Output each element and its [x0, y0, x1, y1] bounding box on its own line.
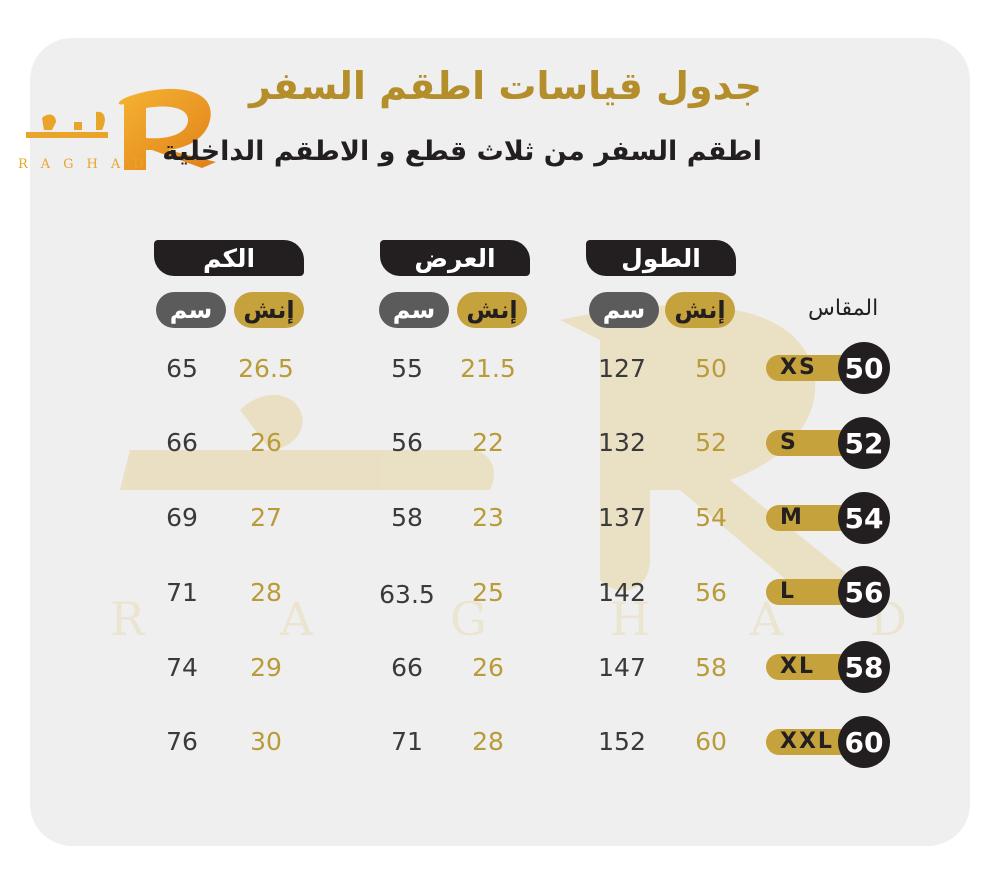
sleeve-cm: 69 — [166, 503, 198, 532]
column-header-width: العرض — [380, 240, 530, 276]
length-inch: 56 — [695, 578, 727, 607]
logo-wordmark: RAGHAD — [18, 157, 157, 172]
column-header-sleeve: الكم — [154, 240, 304, 276]
sleeve-inch: 29 — [250, 653, 282, 682]
length-inch: 50 — [695, 354, 727, 383]
length-cm: 152 — [598, 727, 646, 756]
sleeve-inch: 28 — [250, 578, 282, 607]
unit-cm-length: سم — [589, 292, 659, 328]
width-cm: 71 — [391, 727, 423, 756]
size-column-header: المقاس — [808, 296, 879, 321]
sleeve-inch: 26.5 — [238, 354, 294, 383]
width-cm: 63.5 — [379, 580, 435, 609]
length-cm: 137 — [598, 503, 646, 532]
size-number: 52 — [838, 417, 890, 469]
width-inch: 22 — [472, 428, 504, 457]
width-inch: 25 — [472, 578, 504, 607]
length-inch: 52 — [695, 428, 727, 457]
length-inch: 58 — [695, 653, 727, 682]
width-inch: 28 — [472, 727, 504, 756]
width-cm: 55 — [391, 354, 423, 383]
size-number: 60 — [838, 716, 890, 768]
width-cm: 66 — [391, 653, 423, 682]
unit-cm-sleeve: سم — [156, 292, 226, 328]
size-number: 56 — [838, 566, 890, 618]
width-inch: 23 — [472, 503, 504, 532]
sleeve-inch: 30 — [250, 727, 282, 756]
page-title: جدول قياسات اطقم السفر — [248, 64, 762, 108]
width-inch: 26 — [472, 653, 504, 682]
size-number: 54 — [838, 492, 890, 544]
length-inch: 54 — [695, 503, 727, 532]
sleeve-cm: 66 — [166, 428, 198, 457]
sleeve-cm: 74 — [166, 653, 198, 682]
size-number: 58 — [838, 641, 890, 693]
sleeve-inch: 26 — [250, 428, 282, 457]
unit-inch-width: إنش — [457, 292, 527, 328]
unit-cm-width: سم — [379, 292, 449, 328]
width-cm: 56 — [391, 428, 423, 457]
sleeve-cm: 76 — [166, 727, 198, 756]
length-cm: 132 — [598, 428, 646, 457]
length-cm: 127 — [598, 354, 646, 383]
sleeve-cm: 71 — [166, 578, 198, 607]
unit-inch-length: إنش — [665, 292, 735, 328]
page-subtitle: اطقم السفر من ثلاث قطع و الاطقم الداخلية — [162, 136, 762, 167]
sleeve-cm: 65 — [166, 354, 198, 383]
unit-inch-sleeve: إنش — [234, 292, 304, 328]
width-cm: 58 — [391, 503, 423, 532]
size-number: 50 — [838, 342, 890, 394]
length-cm: 142 — [598, 578, 646, 607]
length-cm: 147 — [598, 653, 646, 682]
column-header-length: الطول — [586, 240, 736, 276]
length-inch: 60 — [695, 727, 727, 756]
raghad-logo — [26, 88, 216, 170]
width-inch: 21.5 — [460, 354, 516, 383]
sleeve-inch: 27 — [250, 503, 282, 532]
